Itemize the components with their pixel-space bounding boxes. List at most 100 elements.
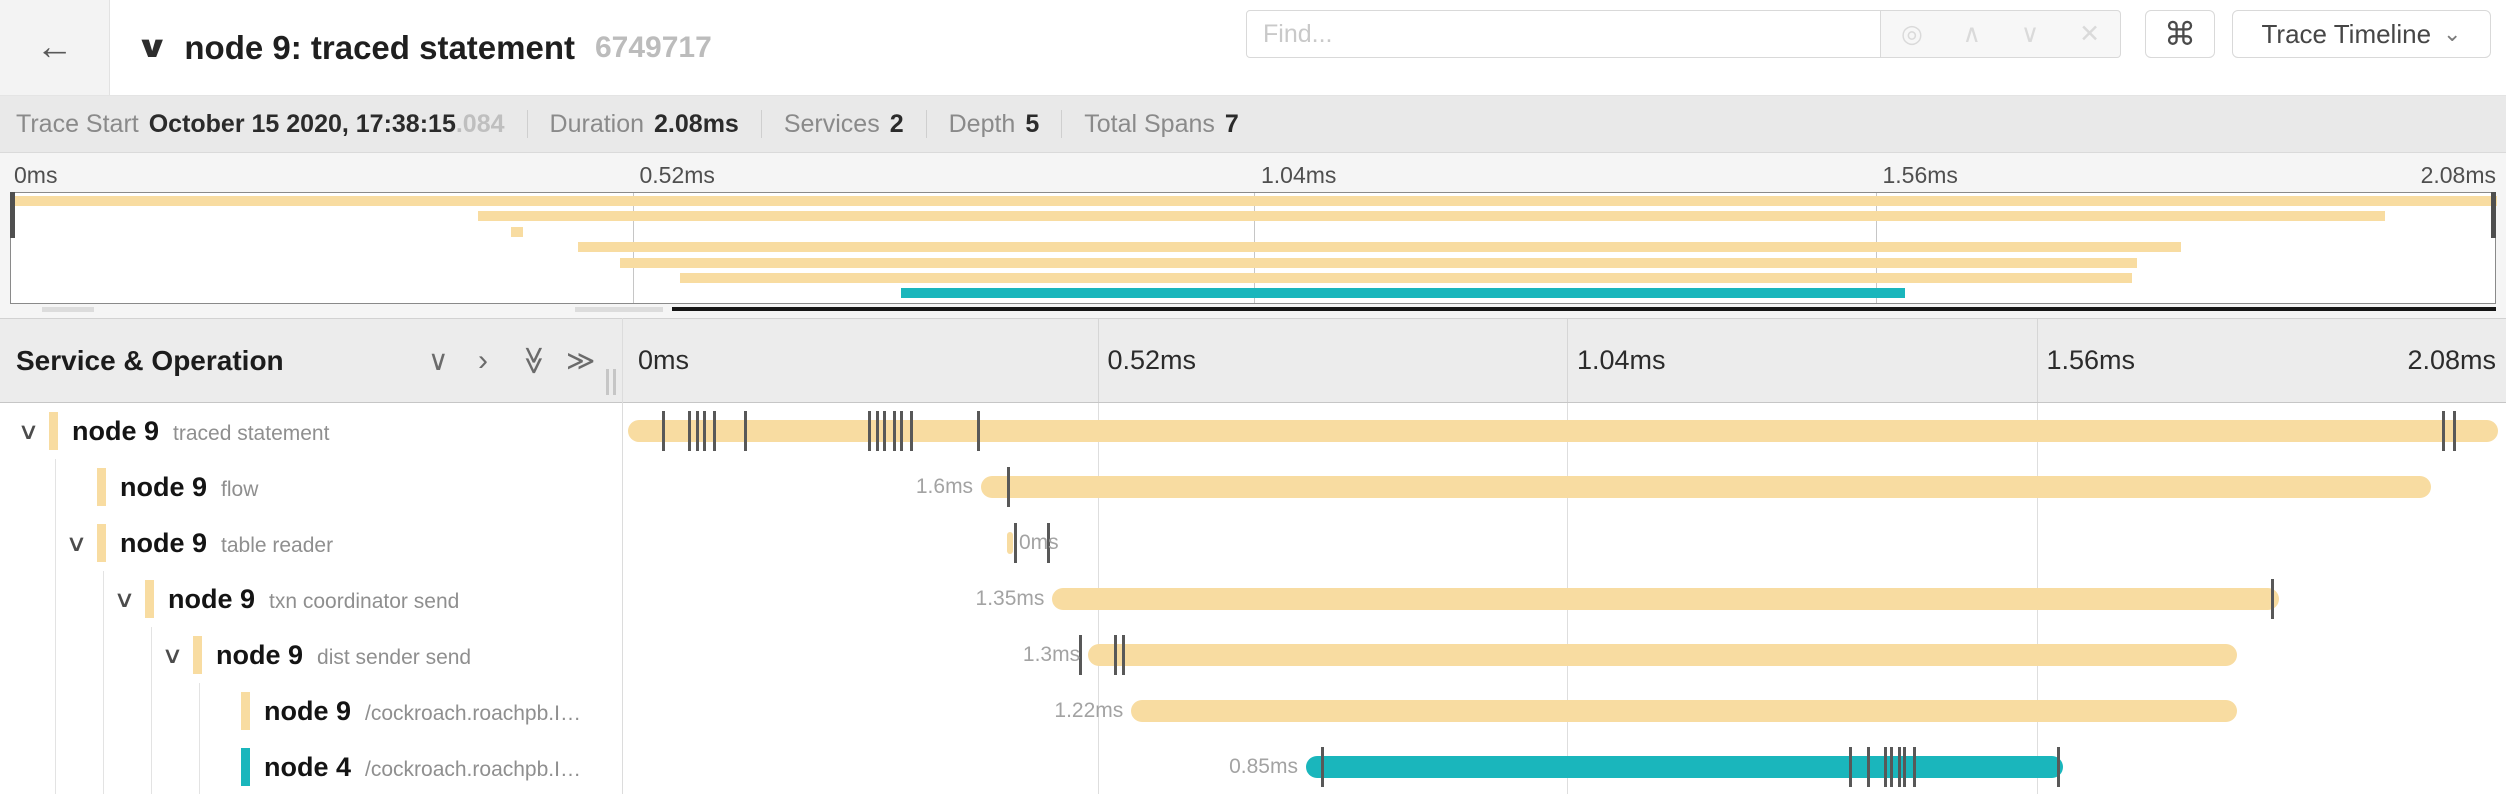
service-name: node 9 traced statement (72, 403, 329, 459)
span-log-tick[interactable] (1848, 747, 1852, 787)
minimap-scrubber-mid[interactable] (575, 307, 663, 312)
span-log-tick[interactable] (909, 411, 913, 451)
span-log-tick[interactable] (1890, 747, 1894, 787)
next-result-icon[interactable]: ∨ (2020, 20, 2040, 48)
service-name: node 4/cockroach.roachpb.I… (264, 739, 581, 794)
span-log-tick[interactable] (1884, 747, 1888, 787)
service-name-text: node 9 (72, 416, 160, 446)
span-duration-bar[interactable] (1007, 532, 1013, 554)
span-duration-bar[interactable] (1131, 700, 2238, 722)
span-log-tick[interactable] (868, 411, 872, 451)
collapse-all-icon[interactable]: ≫ (519, 345, 551, 376)
tree-guide-line (103, 571, 104, 627)
summary-divider (1061, 110, 1063, 138)
span-log-tick[interactable] (688, 411, 692, 451)
minimap-span-bar (510, 226, 524, 237)
span-duration-bar[interactable] (1088, 644, 2238, 666)
span-log-tick[interactable] (695, 411, 699, 451)
locate-icon[interactable]: ◎ (1900, 20, 1923, 48)
find-tools: ◎ ∧ ∨ ✕ (1881, 10, 2121, 58)
find-input[interactable] (1246, 10, 1881, 58)
span-duration-bar[interactable] (628, 420, 2499, 442)
trace-view-dropdown[interactable]: Trace Timeline ⌄ (2232, 10, 2491, 58)
span-duration-bar[interactable] (1052, 588, 2279, 610)
span-log-tick[interactable] (892, 411, 896, 451)
panel-resize-grip[interactable] (606, 369, 616, 395)
chevron-down-icon[interactable]: ∨ (135, 31, 170, 64)
span-log-tick[interactable] (883, 411, 887, 451)
expand-all-icon[interactable]: ≫ (566, 345, 596, 376)
span-log-tick[interactable] (1078, 635, 1082, 675)
span-log-tick[interactable] (712, 411, 716, 451)
span-log-tick[interactable] (900, 411, 904, 451)
span-log-tick[interactable] (977, 411, 981, 451)
span-row[interactable]: node 4/cockroach.roachpb.I… 0.85ms (0, 739, 2506, 794)
tree-guide-line (55, 627, 56, 683)
summary-label: Depth (948, 109, 1016, 138)
span-log-tick[interactable] (2271, 579, 2275, 619)
span-log-tick[interactable] (1320, 747, 1324, 787)
span-log-tick[interactable] (1121, 635, 1125, 675)
operation-name: txn coordinator send (269, 590, 460, 613)
span-row[interactable]: node 9 flow 1.6ms (0, 459, 2506, 515)
span-log-tick[interactable] (703, 411, 707, 451)
minimap-scrubber-range[interactable] (672, 307, 2496, 311)
trace-summary-bar: Trace Start October 15 2020, 17:38:15.084… (0, 96, 2506, 153)
minimap-drag-handle-right[interactable] (2491, 192, 2496, 238)
summary-value: 5 (1025, 109, 1040, 138)
span-duration-bar[interactable] (981, 476, 2431, 498)
span-duration-bar[interactable] (1305, 756, 2063, 778)
span-log-tick[interactable] (661, 411, 665, 451)
minimap-drag-handle-left[interactable] (10, 192, 15, 238)
span-log-tick[interactable] (1046, 523, 1050, 563)
span-log-tick[interactable] (1007, 467, 1011, 507)
span-log-tick[interactable] (2057, 747, 2061, 787)
span-log-tick[interactable] (1114, 635, 1118, 675)
trace-id: 6749717 (594, 30, 712, 64)
tree-guide-line (199, 739, 200, 794)
span-row[interactable]: ∨ node 9 dist sender send 1.3ms (0, 627, 2506, 683)
back-arrow-icon: ← (35, 26, 74, 68)
span-log-tick[interactable] (875, 411, 879, 451)
span-expander-chevron-icon[interactable]: ∨ (113, 585, 136, 612)
back-button[interactable]: ← (0, 0, 110, 95)
span-log-tick[interactable] (1912, 747, 1916, 787)
trace-title-block[interactable]: ∨ node 9: traced statement 6749717 (135, 0, 712, 95)
span-log-tick[interactable] (1897, 747, 1901, 787)
span-expander-chevron-icon[interactable]: ∨ (65, 529, 88, 556)
summary-item: Services 2 (784, 110, 904, 139)
trace-minimap[interactable] (10, 192, 2497, 304)
span-row[interactable]: ∨ node 9 txn coordinator send 1.35ms (0, 571, 2506, 627)
keyboard-shortcuts-button[interactable]: ⌘ (2145, 10, 2215, 58)
service-color-bar (97, 468, 106, 506)
clear-search-icon[interactable]: ✕ (2079, 20, 2101, 48)
span-log-tick[interactable] (2442, 411, 2446, 451)
expand-one-icon[interactable]: › (478, 343, 488, 377)
span-row[interactable]: node 9/cockroach.roachpb.I… 1.22ms (0, 683, 2506, 739)
timeline-column-separator (1097, 319, 1099, 402)
minimap-span-bar (11, 196, 2497, 206)
prev-result-icon[interactable]: ∧ (1962, 20, 1981, 48)
service-name-text: node 9 (120, 528, 208, 558)
span-row[interactable]: ∨ node 9 table reader 0ms (0, 515, 2506, 571)
tree-guide-line (103, 683, 104, 739)
span-log-tick[interactable] (2453, 411, 2457, 451)
span-expander-chevron-icon[interactable]: ∨ (161, 641, 184, 668)
tree-guide-line (55, 515, 56, 571)
service-color-bar (193, 636, 202, 674)
span-log-tick[interactable] (1903, 747, 1907, 787)
span-expander-chevron-icon[interactable]: ∨ (17, 417, 40, 444)
page-title: node 9: traced statement (184, 28, 575, 66)
span-log-tick[interactable] (1013, 523, 1017, 563)
span-log-tick[interactable] (1867, 747, 1871, 787)
collapse-one-icon[interactable]: ∨ (428, 345, 449, 376)
minimap-scrubber-left[interactable] (42, 307, 94, 312)
operation-name: flow (221, 478, 259, 501)
span-log-tick[interactable] (744, 411, 748, 451)
tree-guide-line (55, 459, 56, 515)
span-row[interactable]: ∨ node 9 traced statement (0, 403, 2506, 459)
tree-guide-line (199, 683, 200, 739)
timeline-column-separator (1567, 319, 1568, 402)
service-name-text: node 9 (120, 472, 208, 502)
trace-view-label: Trace Timeline (2261, 18, 2432, 49)
